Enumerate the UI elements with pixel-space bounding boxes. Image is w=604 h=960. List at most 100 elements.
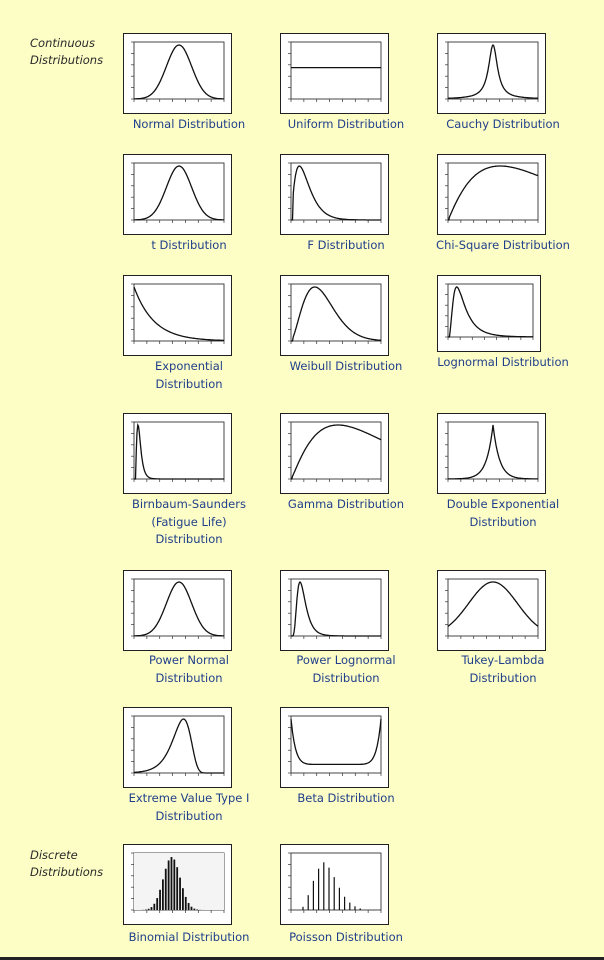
plot-svg: [131, 715, 225, 776]
plot-svg: [288, 283, 382, 344]
plot-frame: [290, 421, 382, 480]
bar: [190, 906, 193, 910]
plot-svg: [288, 578, 382, 639]
caption-exponential: Exponential Distribution: [154, 359, 223, 391]
plot-svg: [131, 852, 225, 913]
caption-binomial: Binomial Distribution: [128, 930, 250, 944]
bar: [184, 896, 187, 910]
pdf-curve: [134, 718, 224, 774]
pdf-curve: [133, 286, 224, 342]
plot-frame: [290, 283, 382, 342]
bar: [170, 857, 173, 910]
caption-extreme-value-type-1: Extreme Value Type I Distribution: [128, 791, 250, 823]
plot-frame: [447, 283, 534, 338]
bar: [164, 868, 167, 910]
plot-svg: [131, 578, 225, 639]
pdf-curve: [448, 165, 539, 221]
caption-chi-square: Chi-Square Distribution: [436, 238, 570, 252]
caption-gamma: Gamma Distribution: [287, 497, 405, 511]
plot-svg: [445, 421, 539, 482]
bar: [187, 903, 190, 910]
plot-svg: [288, 421, 382, 482]
plot-frame: [290, 162, 382, 221]
bar: [167, 860, 170, 910]
bar: [159, 889, 161, 910]
plot-exponential: [123, 275, 232, 356]
plot-frame: [447, 41, 539, 100]
plot-normal: [123, 33, 232, 114]
plot-svg: [445, 162, 539, 223]
plot-weibull: [280, 275, 389, 356]
caption-normal: Normal Distribution: [132, 117, 246, 131]
plot-power-lognormal: [280, 570, 389, 651]
bar: [156, 898, 159, 910]
caption-weibull: Weibull Distribution: [289, 359, 403, 373]
plot-svg: [288, 162, 382, 223]
plot-svg: [445, 578, 539, 639]
plot-extreme-value-type-1: [123, 707, 232, 788]
discrete-section-label: Discrete Distributions: [30, 848, 104, 879]
plot-gamma: [280, 413, 389, 494]
plot-chi-square: [437, 154, 546, 235]
plot-background: [134, 853, 224, 910]
plot-frame: [447, 578, 539, 637]
plot-frame: [290, 852, 382, 911]
pdf-curve: [291, 424, 382, 480]
plot-frame: [133, 283, 225, 342]
plot-svg: [288, 41, 382, 102]
pdf-curve: [291, 581, 381, 637]
bottom-rule: [0, 957, 604, 960]
plot-poisson: [280, 844, 389, 925]
caption-power-normal: Power Normal Distribution: [148, 653, 230, 685]
caption-power-lognormal: Power Lognormal Distribution: [296, 653, 396, 685]
plot-cauchy: [437, 33, 546, 114]
bar: [176, 867, 179, 910]
plot-frame: [133, 421, 225, 480]
pdf-curve: [448, 43, 538, 99]
plot-tukey-lambda: [437, 570, 546, 651]
plot-t: [123, 154, 232, 235]
plot-f: [280, 154, 389, 235]
plot-double-exponential: [437, 413, 546, 494]
caption-t: t Distribution: [151, 238, 227, 252]
plot-frame: [290, 715, 382, 774]
bar: [193, 908, 196, 910]
caption-tukey-lambda: Tukey-Lambda Distribution: [461, 653, 545, 685]
plot-uniform: [280, 33, 389, 114]
pdf-curve: [447, 424, 539, 480]
plot-svg: [131, 283, 225, 344]
pdf-curve: [134, 44, 224, 100]
plot-frame: [290, 41, 382, 100]
plot-binomial: [123, 844, 232, 925]
plot-frame: [133, 715, 225, 774]
plot-svg: [131, 41, 225, 102]
plot-birnbaum-saunders: [123, 413, 232, 494]
pdf-curve: [447, 581, 539, 627]
plot-svg: [131, 162, 225, 223]
pdf-curve: [290, 718, 382, 766]
plot-svg: [445, 41, 539, 102]
caption-cauchy: Cauchy Distribution: [446, 117, 560, 131]
continuous-section-label: Continuous Distributions: [30, 36, 104, 67]
plot-svg: [288, 715, 382, 776]
bar: [173, 859, 176, 910]
pdf-curve: [448, 286, 533, 338]
pdf-curve: [291, 286, 381, 342]
caption-double-exponential: Double Exponential Distribution: [446, 497, 560, 529]
bar: [153, 903, 156, 910]
pdf-curve: [134, 581, 224, 637]
caption-uniform: Uniform Distribution: [287, 117, 405, 131]
plot-svg: [131, 421, 225, 482]
caption-lognormal: Lognormal Distribution: [437, 355, 569, 369]
bar: [162, 879, 164, 910]
plot-power-normal: [123, 570, 232, 651]
plot-frame: [133, 162, 225, 221]
pdf-curve: [291, 165, 381, 221]
plot-frame: [290, 578, 382, 637]
caption-poisson: Poisson Distribution: [289, 930, 403, 944]
bar: [196, 909, 199, 910]
bar: [147, 908, 150, 910]
caption-beta: Beta Distribution: [297, 791, 395, 805]
plot-lognormal: [437, 275, 541, 352]
pdf-curve: [134, 422, 224, 480]
